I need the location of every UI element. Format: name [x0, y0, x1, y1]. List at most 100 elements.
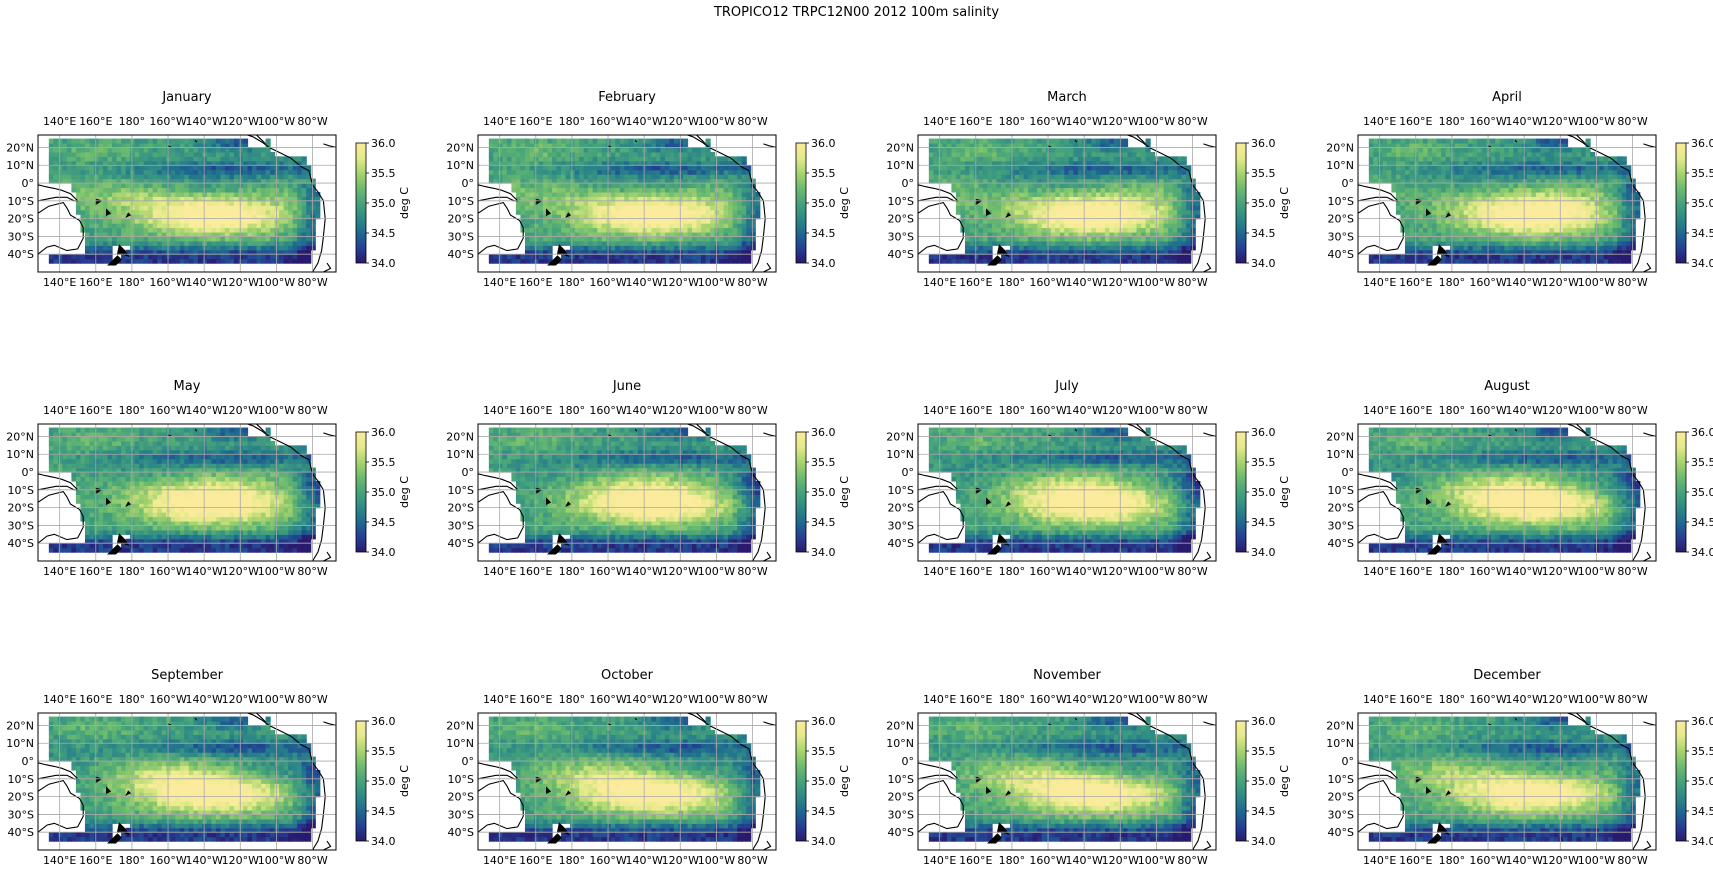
salinity-cell — [1005, 205, 1011, 211]
salinity-cell — [310, 245, 316, 251]
salinity-cell — [1005, 214, 1011, 220]
salinity-cell — [529, 138, 535, 144]
salinity-cell — [701, 196, 707, 202]
salinity-cell — [1409, 245, 1415, 251]
salinity-cell — [615, 138, 621, 144]
salinity-cell — [139, 231, 145, 238]
salinity-cell — [655, 187, 662, 193]
salinity-cell — [543, 200, 549, 206]
salinity-cell — [565, 165, 571, 171]
salinity-cell — [696, 165, 702, 171]
salinity-cell — [197, 156, 203, 162]
salinity-cell — [1404, 165, 1411, 171]
salinity-cell — [1046, 187, 1052, 193]
salinity-cell — [588, 205, 594, 211]
salinity-cell — [669, 187, 675, 193]
salinity-cell — [964, 196, 971, 202]
coastline — [247, 135, 326, 272]
salinity-cell — [57, 156, 63, 162]
salinity-cell — [946, 174, 953, 180]
salinity-cell — [946, 160, 953, 166]
salinity-cell — [579, 160, 585, 166]
salinity-cell — [139, 218, 145, 224]
salinity-cell — [606, 236, 612, 242]
salinity-cell — [710, 258, 716, 264]
salinity-cell — [1427, 236, 1433, 242]
salinity-cell — [1377, 254, 1383, 260]
salinity-cell — [746, 245, 752, 251]
salinity-cell — [75, 209, 82, 215]
salinity-cell — [1436, 169, 1442, 175]
salinity-cell — [242, 138, 249, 144]
salinity-cell — [1141, 236, 1147, 242]
salinity-cell — [1427, 183, 1433, 189]
salinity-cell — [705, 205, 711, 211]
salinity-cell — [705, 183, 711, 189]
salinity-cell — [297, 183, 303, 189]
salinity-cell — [928, 156, 934, 162]
salinity-cell — [107, 223, 113, 229]
x-tick-label-top: 120°W — [662, 115, 699, 128]
salinity-cell — [84, 196, 91, 202]
salinity-cell — [710, 183, 716, 189]
salinity-cell — [1409, 240, 1415, 246]
salinity-cell — [664, 191, 671, 197]
salinity-cell — [93, 160, 100, 166]
salinity-cell — [1141, 209, 1147, 215]
salinity-cell — [651, 245, 657, 251]
salinity-cell — [619, 151, 625, 157]
salinity-cell — [292, 245, 298, 251]
salinity-cell — [211, 205, 217, 211]
salinity-cell — [556, 227, 562, 233]
salinity-cell — [651, 165, 657, 171]
salinity-cell — [983, 174, 989, 180]
salinity-cell — [1432, 160, 1438, 166]
salinity-cell — [619, 214, 625, 220]
salinity-cell — [112, 160, 118, 166]
salinity-cell — [1395, 191, 1402, 197]
salinity-cell — [746, 205, 752, 211]
salinity-cell — [969, 231, 975, 238]
salinity-cell — [1404, 187, 1411, 193]
salinity-cell — [673, 138, 680, 144]
salinity-cell — [1073, 143, 1079, 149]
salinity-cell — [1010, 236, 1016, 242]
salinity-cell — [1023, 209, 1029, 215]
salinity-cell — [233, 209, 240, 215]
salinity-cell — [265, 178, 271, 184]
salinity-cell — [84, 254, 91, 260]
salinity-cell — [511, 165, 517, 171]
salinity-cell — [529, 245, 535, 251]
salinity-cell — [1136, 174, 1142, 180]
salinity-cell — [1172, 254, 1178, 260]
salinity-cell — [969, 174, 975, 180]
salinity-cell — [1413, 143, 1420, 149]
salinity-cell — [1077, 147, 1083, 153]
salinity-cell — [103, 169, 109, 175]
salinity-cell — [1432, 231, 1438, 238]
salinity-cell — [161, 227, 167, 233]
salinity-cell — [1109, 196, 1115, 202]
salinity-cell — [597, 231, 603, 238]
salinity-cell — [955, 187, 962, 193]
salinity-cell — [520, 151, 526, 157]
salinity-cell — [220, 151, 226, 157]
salinity-cell — [197, 183, 203, 189]
salinity-cell — [1436, 196, 1442, 202]
salinity-cell — [928, 151, 934, 157]
salinity-cell — [197, 196, 203, 202]
salinity-cell — [1132, 254, 1138, 260]
salinity-cell — [1427, 178, 1433, 184]
salinity-cell — [615, 223, 621, 229]
salinity-cell — [992, 240, 998, 246]
salinity-cell — [215, 245, 222, 251]
salinity-cell — [1122, 254, 1129, 260]
salinity-cell — [93, 236, 100, 242]
salinity-cell — [719, 223, 725, 229]
salinity-cell — [529, 258, 535, 264]
salinity-cell — [678, 169, 684, 175]
salinity-cell — [955, 147, 962, 153]
salinity-cell — [737, 178, 743, 184]
salinity-cell — [166, 156, 172, 162]
salinity-cell — [1186, 258, 1192, 264]
